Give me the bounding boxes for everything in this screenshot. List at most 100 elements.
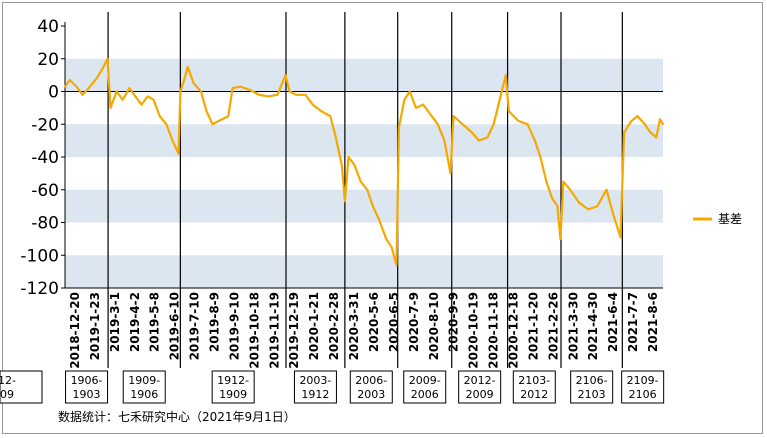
legend-label: 基差 (718, 212, 742, 226)
data-point (559, 237, 562, 240)
x-tick-label: 2020-8-10 (427, 292, 441, 360)
data-point (295, 93, 298, 96)
data-point (334, 136, 337, 139)
data-point (146, 95, 149, 98)
contract-box-border (0, 370, 43, 404)
data-point (258, 93, 261, 96)
contract-box: 2006-2003 (349, 370, 393, 404)
contract-box-border (570, 370, 614, 404)
data-point (276, 93, 279, 96)
band (65, 58, 663, 92)
contract-label-line2: 1912 (301, 388, 329, 401)
data-point (443, 139, 446, 142)
contract-label-line1: 1909- (128, 374, 160, 387)
background-bands (65, 58, 663, 288)
data-point (227, 115, 230, 117)
x-tick-label: 2021-4-30 (586, 292, 600, 360)
data-point (95, 77, 98, 80)
contract-label-line2: 2012 (520, 388, 548, 401)
data-point (596, 205, 599, 208)
data-point (422, 103, 425, 106)
data-point (205, 110, 208, 113)
data-point (158, 115, 161, 117)
legend: 基差 (693, 212, 742, 226)
contract-box: 2003-1912 (293, 370, 337, 404)
contract-box: 2109-2106 (621, 370, 665, 404)
data-point (75, 85, 78, 88)
data-point (452, 115, 455, 117)
contract-label-line2: 2003 (357, 388, 385, 401)
data-point (81, 93, 84, 96)
data-point (562, 180, 565, 183)
data-point (284, 74, 287, 77)
contract-box-border (211, 370, 255, 404)
x-tick-label: 2020-9-9 (447, 292, 461, 352)
data-point (461, 123, 464, 126)
x-tick-label: 2019-6-10 (168, 292, 182, 360)
data-point (329, 115, 332, 117)
x-tick-label: 2020-12-18 (507, 292, 521, 369)
x-tick-label: 2019-10-18 (247, 292, 261, 369)
data-point (347, 156, 350, 158)
x-axis: 2018-12-20 2019-1-23 2019-3-1 2019-4-2 2019-… (68, 292, 660, 369)
x-tick-label: 2019-5-8 (148, 292, 162, 352)
x-tick-label: 2021-3-30 (566, 292, 580, 360)
data-point (623, 131, 626, 134)
contract-label-line2: 2009 (466, 388, 494, 401)
x-tick-label: 2019-12-19 (287, 292, 301, 369)
x-tick-label: 2019-4-2 (128, 292, 142, 352)
data-point (486, 136, 489, 139)
x-tick-label: 2020-2-28 (327, 292, 341, 360)
contract-label-line2: 2006 (411, 388, 439, 401)
data-point (177, 152, 180, 155)
data-point (101, 67, 104, 70)
data-point (630, 120, 633, 122)
x-tick-label: 2020-6-5 (387, 292, 401, 352)
contract-box: 2103-2012 (512, 370, 556, 404)
data-point (87, 87, 90, 90)
series-basis (64, 57, 664, 267)
contract-box: 2009-2006 (403, 370, 447, 404)
x-tick-label: 2019-11-19 (267, 292, 281, 369)
contract-label-line1: 2103- (518, 374, 550, 387)
data-point (517, 120, 520, 122)
data-point (385, 237, 388, 240)
contract-box-border (403, 370, 447, 404)
y-tick-label: -80 (31, 214, 59, 234)
x-tick-label: 2019-9-10 (227, 292, 241, 360)
data-point (534, 139, 536, 142)
data-point (248, 88, 251, 91)
x-tick-label: 2021-6-4 (606, 292, 620, 352)
contract-label-line1: 1912- (217, 374, 249, 387)
data-point (390, 246, 393, 248)
data-point (217, 120, 220, 122)
data-point (662, 123, 664, 126)
x-tick-label: 2021-1-20 (526, 292, 540, 360)
data-point (109, 106, 112, 109)
x-tick-label: 2020-3-31 (347, 292, 361, 360)
data-point (288, 90, 291, 93)
contract-box-border (65, 370, 109, 404)
x-tick-label: 2019-1-23 (88, 292, 102, 360)
data-point (470, 131, 473, 134)
data-point (649, 131, 652, 134)
data-point (636, 115, 639, 117)
data-point (359, 180, 362, 183)
data-point (121, 98, 124, 101)
contract-box-border (512, 370, 556, 404)
contract-label-line1: 2009- (409, 374, 441, 387)
y-tick-label: 20 (37, 50, 59, 70)
contract-label-line2: 1906 (130, 388, 158, 401)
source-note: 数据统计：七禾研究中心（2021年9月1日） (58, 409, 296, 424)
data-point (436, 123, 439, 126)
x-tick-label: 2021-2-26 (546, 292, 560, 360)
contract-box-border (293, 370, 337, 404)
data-point (556, 205, 559, 208)
data-point (179, 90, 182, 93)
data-point (371, 205, 374, 208)
data-point (366, 188, 369, 191)
contract-label-line1: 2109- (627, 374, 659, 387)
data-point (192, 82, 195, 85)
x-tick-label: 2020-11-18 (487, 292, 501, 369)
